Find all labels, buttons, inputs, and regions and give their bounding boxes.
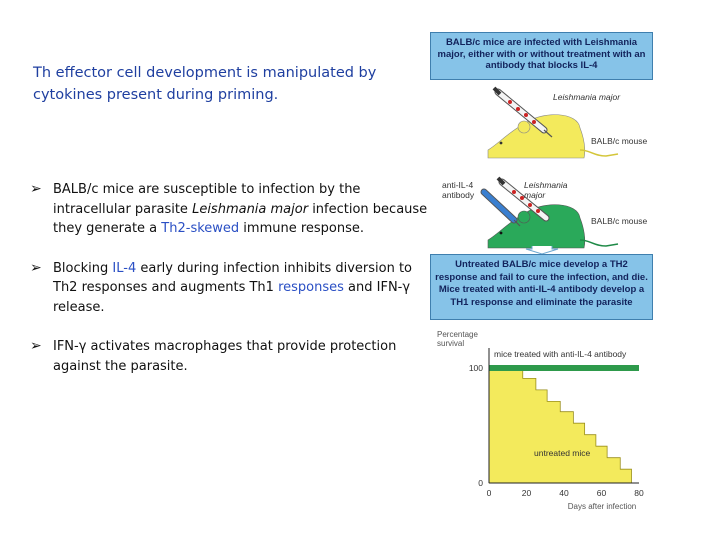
bullet-text: infection because they generate a — [53, 201, 428, 237]
syringe-icon — [496, 176, 550, 222]
bullet-text-italic: Leishmania major — [192, 201, 309, 217]
bullet-list: ➢ BALB/c mice are susceptible to infecti… — [30, 180, 430, 396]
x-tick-label: 20 — [522, 488, 532, 498]
untreated-survival-area — [488, 367, 632, 484]
untreated-series-label: untreated mice — [534, 448, 590, 458]
bullet-text: BALB/c mice are susceptible to infection… — [53, 182, 361, 217]
figure-illustration: 100 00 20 40 60 80 Percentage survival Days afte… — [437, 86, 644, 511]
survival-chart: 100 00 20 40 60 80 Percentage survival Days afte… — [437, 330, 644, 511]
arrow-bullet-icon: ➢ — [30, 181, 42, 197]
y-tick-label: 100 — [469, 363, 483, 373]
x-axis-label: Days after infection — [568, 502, 636, 511]
bullet-text-highlight: Th2-skewed — [161, 221, 240, 236]
antibody-label: anti-IL-4 antibody — [442, 180, 475, 200]
mouse-green-icon — [487, 204, 619, 249]
x-tick-label: 80 — [634, 488, 644, 498]
bullet-text: and IFN-γ release. — [53, 280, 411, 315]
bullet-text: Blocking — [53, 260, 113, 276]
arrow-bullet-icon: ➢ — [30, 338, 42, 354]
bullet-text-highlight: responses — [278, 280, 344, 295]
experiment-figure: BALB/c mice are infected with Leishmania… — [428, 32, 656, 524]
arrow-bullet-icon: ➢ — [30, 259, 42, 276]
mouse-label: BALB/c mouse — [591, 216, 648, 226]
y-tick-label: 0 — [478, 478, 483, 488]
bullet-text: immune response. — [239, 221, 365, 236]
mouse-yellow-icon — [487, 114, 619, 159]
treated-series-label: mice treated with anti-IL-4 antibody — [494, 349, 627, 359]
syringe-label: Leishmania major — [524, 180, 568, 200]
bullet-il4-blocking: ➢ Blocking IL-4 early during infection i… — [30, 259, 430, 318]
y-axis-label: Percentage survival — [437, 330, 478, 348]
experiment-description-box: BALB/c mice are infected with Leishmania… — [430, 32, 653, 80]
bullet-susceptibility: ➢ BALB/c mice are susceptible to infecti… — [30, 180, 430, 239]
result-box: Untreated BALB/c mice develop a TH2 resp… — [430, 254, 653, 320]
x-tick-label: 0 — [487, 488, 492, 498]
syringe-icon — [492, 86, 553, 138]
page-title: Th effector cell development is manipula… — [33, 65, 377, 103]
antibody-syringe-icon — [480, 188, 521, 227]
x-tick-label: 40 — [559, 488, 569, 498]
syringe-label: Leishmania major — [553, 92, 621, 102]
mouse-label: BALB/c mouse — [591, 136, 648, 146]
x-tick-label: 60 — [597, 488, 607, 498]
bullet-ifn-gamma: ➢ IFN-γ activates macrophages that provi… — [30, 337, 430, 376]
bullet-text: IFN-γ activates macrophages that provide… — [53, 339, 397, 374]
bullet-text-highlight: IL-4 — [112, 260, 137, 276]
bullet-text: early during infection inhibits diversio… — [53, 260, 413, 296]
